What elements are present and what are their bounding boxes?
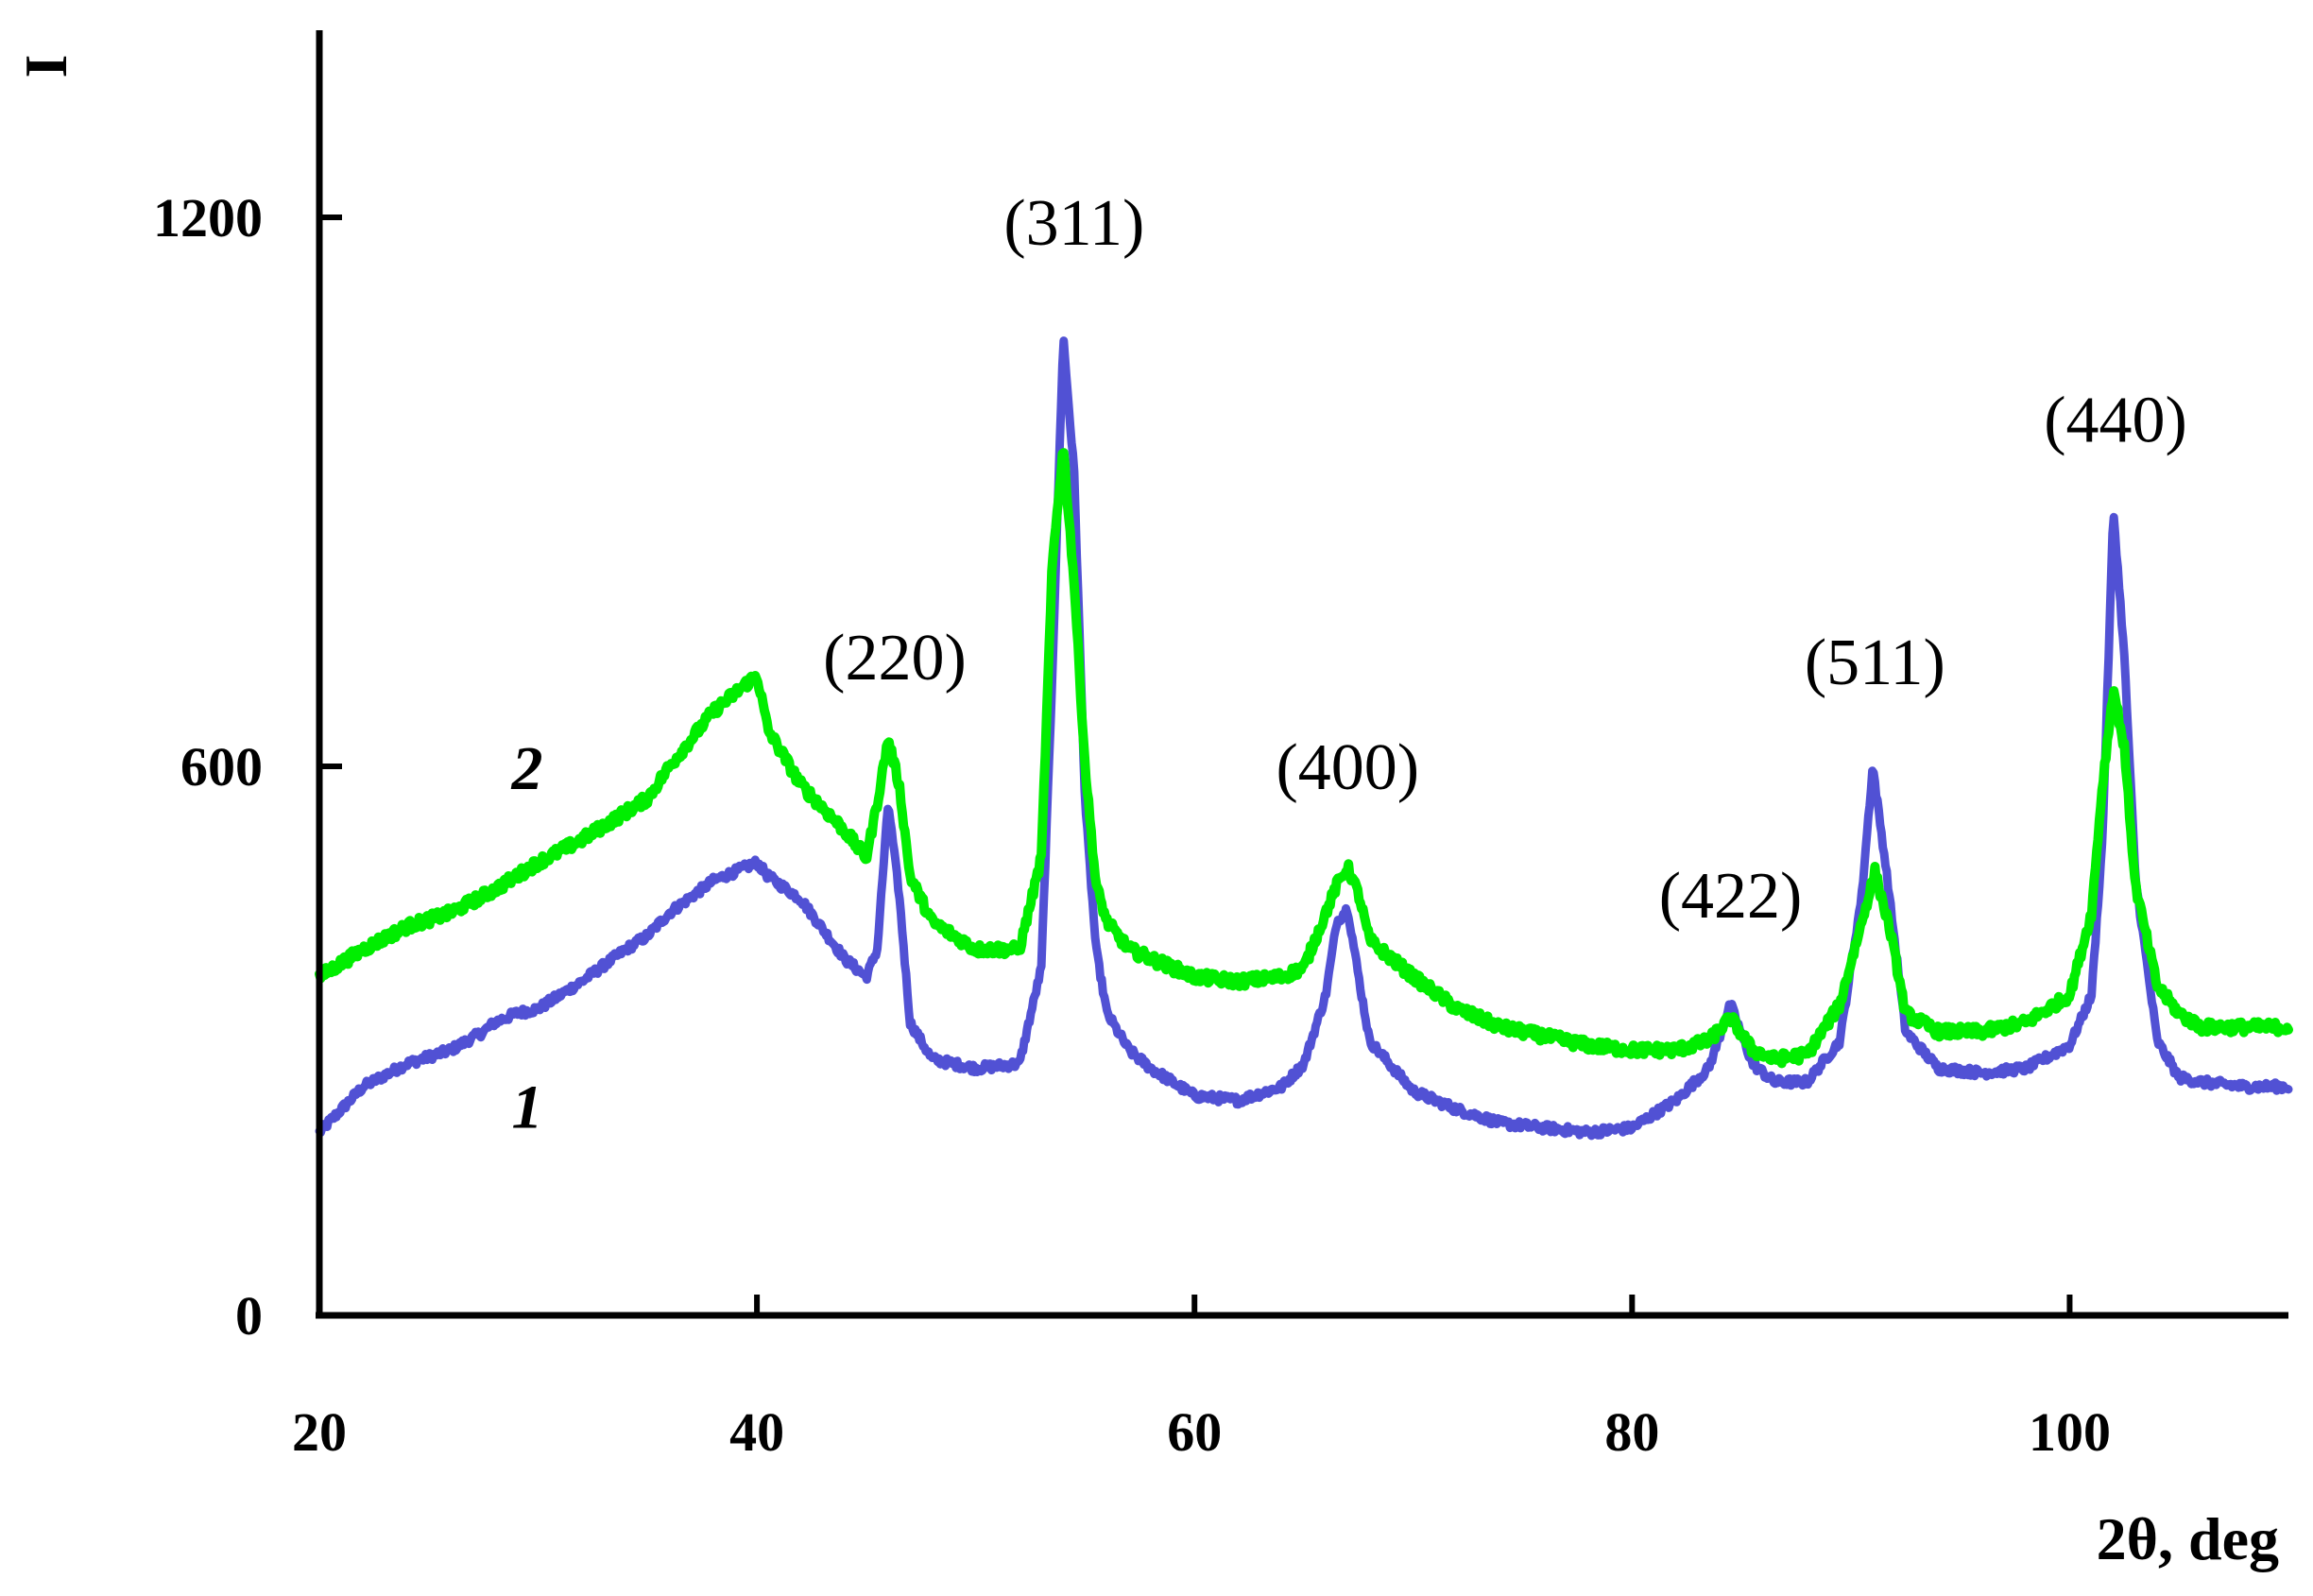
series-line-1 [315, 336, 2293, 1141]
peak-label: (400) [1276, 731, 1419, 804]
x-tick-label: 60 [1167, 1401, 1222, 1463]
series-line-2 [315, 448, 2293, 1069]
x-tick-label: 20 [292, 1401, 347, 1463]
series-label: 1 [511, 1073, 542, 1141]
x-tick-label: 80 [1604, 1401, 1659, 1463]
peak-label: (422) [1659, 860, 1803, 933]
series-label: 2 [510, 734, 542, 803]
y-tick-label: 0 [235, 1285, 263, 1347]
y-tick-label: 600 [180, 736, 263, 798]
peak-label: (311) [1003, 187, 1144, 260]
y-axis-title: I [12, 55, 79, 78]
x-tick-label: 40 [729, 1401, 784, 1463]
annotations: (220) (311) (400) (422) (511) (440) 2 1 [510, 187, 2186, 1141]
peak-label: (511) [1805, 626, 1945, 699]
axes [316, 30, 2288, 1319]
series-layer [315, 336, 2293, 1141]
x-axis-title: 2θ, deg [2097, 1505, 2279, 1572]
x-tick-label: 100 [2029, 1401, 2111, 1463]
ticks: 20 40 60 80 100 0 600 1200 [153, 187, 2111, 1463]
peak-label: (440) [2044, 384, 2187, 456]
peak-label: (220) [823, 622, 967, 695]
y-tick-label: 1200 [153, 187, 263, 249]
